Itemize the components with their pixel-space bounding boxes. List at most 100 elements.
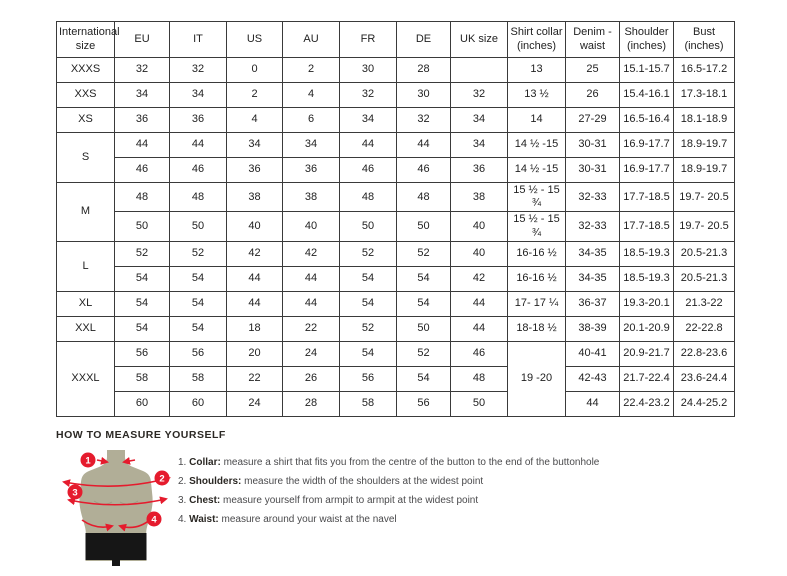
badge-2-circle [154,470,170,486]
table-cell: 48 [450,365,508,392]
step-description: measure the width of the shoulders at th… [241,476,484,487]
table-cell: 46 [396,157,451,183]
table-cell: 50 [114,211,170,242]
table-cell: 44 [169,132,227,158]
column-header: FR [339,21,397,58]
table-cell: 42 [450,265,508,292]
table-cell: 54 [339,290,397,317]
step-description: measure yourself from armpit to armpit a… [220,495,479,506]
table-cell: 24 [282,340,340,367]
table-cell: 44 [450,315,508,342]
table-cell: 38-39 [565,315,620,342]
table-cell: 0 [226,57,283,83]
table-cell: 56 [339,365,397,392]
table-cell: 58 [339,390,397,417]
table-cell: 46 [169,157,227,183]
table-cell: L [56,240,115,292]
torso-figure: 1 2 3 4 [56,447,178,576]
table-cell: 22 [282,315,340,342]
table-cell: 34 [450,132,508,158]
table-cell: 16.5-16.4 [619,107,674,133]
table-cell: 21.7-22.4 [619,365,674,392]
table-cell: 36 [450,157,508,183]
table-row: XL 54 54 44 44 54 54 44 17- 17 ¼ 36-37 19.3-20.1 21… [56,290,735,317]
table-cell: 44 [282,265,340,292]
table-cell: 25 [565,57,620,83]
table-cell: XL [56,290,115,317]
table-cell: 30 [339,57,397,83]
column-header: EU [114,21,170,58]
waist-measure-line [81,519,114,532]
table-cell: S [56,132,115,183]
table-row: L 52 52 42 42 52 52 40 16-16 ½ 34-35 18.5-19.3 20.5… [56,240,735,292]
table-cell [450,57,508,83]
badge-2-number: 2 [159,474,164,485]
table-cell: 48 [114,181,170,213]
table-cell: 54 [169,265,227,292]
table-cell: 15 ½ - 15 ¾ [507,211,566,242]
table-cell: 13 ½ [507,82,566,108]
column-header: Shirt collar (inches) [507,21,566,58]
table-cell: 20.5-21.3 [673,240,735,267]
step-label: Chest: [189,495,221,506]
table-cell: 44 [282,290,340,317]
table-cell: 17.7-18.5 [619,211,674,242]
table-cell: 52 [169,240,227,267]
table-cell: 17.3-18.1 [673,82,735,108]
table-row: XXS 34 34 2 4 32 30 32 13 ½ 26 15.4-16.1 17.3-18.1 [56,82,735,108]
step-description: measure around your waist at the navel [218,514,397,525]
step-number: 4. [178,514,190,525]
table-cell: 36 [282,157,340,183]
table-cell: XXL [56,315,115,342]
table-cell: 32 [114,57,170,83]
table-cell: 15.4-16.1 [619,82,674,108]
table-cell: 52 [339,315,397,342]
measure-step: 2. Shoulders: measure the width of the s… [178,472,599,491]
table-row: 60 60 24 28 58 56 50 44 22.4-23.2 24.4-25.2 [57,390,735,417]
measure-title: HOW TO MEASURE YOURSELF [56,429,226,441]
table-cell: 40 [450,211,508,242]
table-cell: 19.7- 20.5 [673,211,735,242]
table-cell: 4 [282,82,340,108]
table-cell: 16-16 ½ [507,265,566,292]
step-label: Shoulders: [189,476,242,487]
table-cell: 13 [507,57,566,83]
column-header: Denim - waist [565,21,620,58]
table-cell: 14 [507,107,566,133]
table-cell: 30-31 [565,157,620,183]
table-cell: 54 [396,290,451,317]
table-cell: 21.3-22 [673,290,735,317]
table-cell: 56 [114,340,170,367]
table-cell: 6 [282,107,340,133]
table-cell: 27-29 [565,107,620,133]
table-cell: 23.6-24.4 [673,365,735,392]
table-cell: 22-22.8 [673,315,735,342]
table-cell: 54 [169,290,227,317]
table-cell: 54 [114,265,170,292]
table-cell: 36 [114,107,170,133]
table-cell: 34 [282,132,340,158]
table-cell: 2 [226,82,283,108]
table-cell: 60 [169,390,227,417]
table-cell: 34 [169,82,227,108]
header-row: International size EU IT US AU FR DE UK size Shi… [56,21,735,58]
table-cell: 16.9-17.7 [619,157,674,183]
table-cell: 22.8-23.6 [673,340,735,367]
table-row: XXXS 32 32 0 2 30 28 13 25 15.1-15.7 16.5-17.2 [56,57,735,83]
table-cell: 42 [282,240,340,267]
table-row: XS 36 36 4 6 34 32 34 14 27-29 16.5-16.4 18.1-18.9 [56,107,735,133]
table-cell: 54 [114,315,170,342]
table-cell: 54 [169,315,227,342]
table-cell: 54 [396,265,451,292]
chest-measure-line [67,496,168,506]
table-cell: 18-18 ½ [507,315,566,342]
size-table-body: XXXS 32 32 0 2 30 28 13 25 15.1-15.7 16.5-17.2 XXS 3… [56,57,735,417]
step-description: measure a shirt that fits you from the c… [220,457,600,468]
table-cell: 17- 17 ¼ [507,290,566,317]
table-cell: 50 [450,390,508,417]
table-cell: 32 [169,57,227,83]
step-label: Waist: [189,514,219,525]
column-header: AU [282,21,340,58]
table-cell: 48 [169,181,227,213]
table-cell: 44 [565,390,620,417]
